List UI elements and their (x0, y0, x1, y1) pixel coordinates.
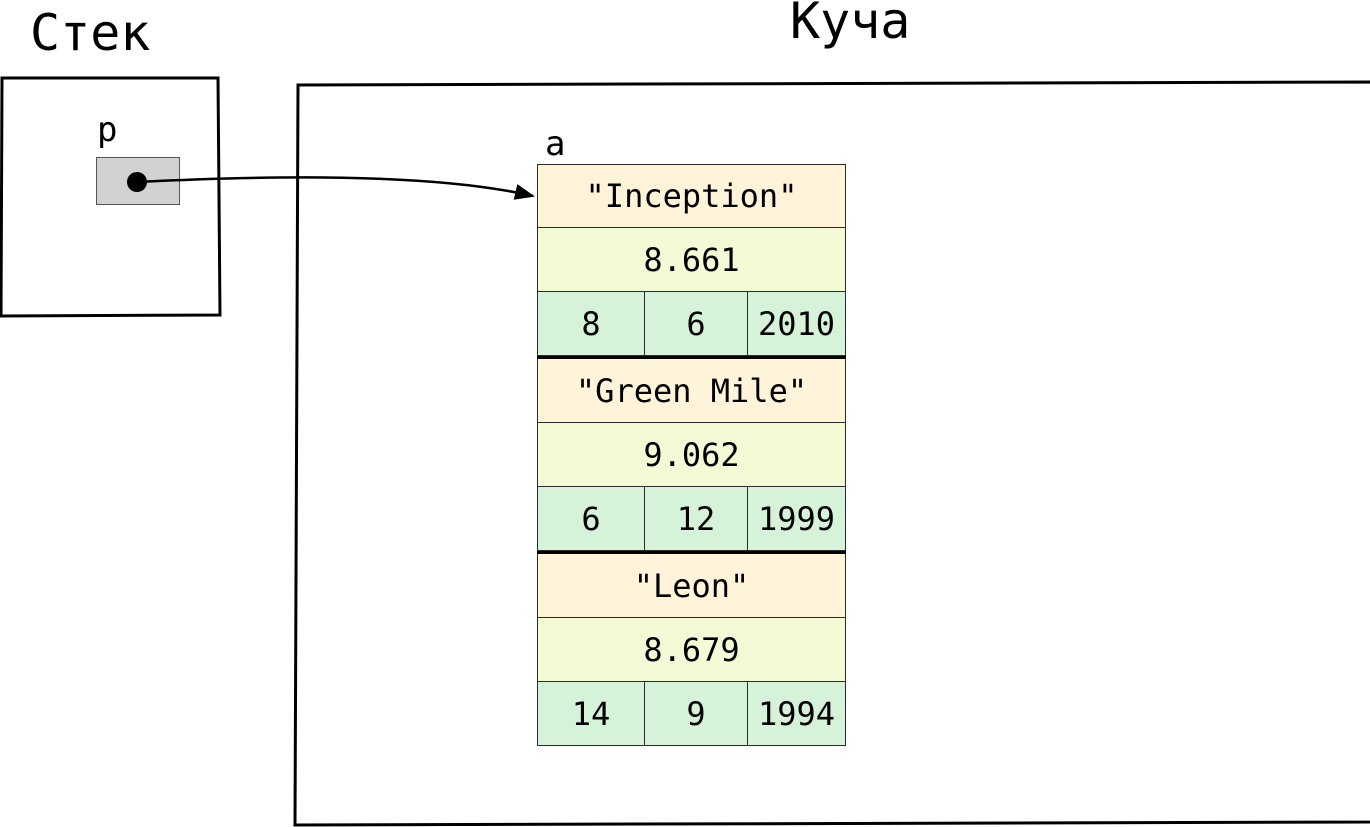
array-name-label: a (545, 124, 566, 164)
movie-rating-cell: 8.661 (537, 228, 846, 292)
date-day-cell: 14 (538, 682, 645, 745)
date-month-cell: 9 (645, 682, 748, 745)
movie-title-cell: "Leon" (537, 554, 846, 618)
movie-title-cell: "Inception" (537, 164, 846, 228)
date-month-cell: 12 (645, 487, 748, 550)
heap-frame (293, 80, 1370, 827)
date-year-cell: 2010 (757, 304, 836, 343)
date-day-cell: 6 (538, 487, 645, 550)
movie-date-row: 6 12 1999 (537, 487, 846, 551)
stack-frame (0, 76, 222, 318)
movie-title-cell: "Green Mile" (537, 359, 846, 423)
movie-array: "Inception" 8.661 8 6 2010 "Green Mile" … (537, 164, 846, 746)
movie-record: "Leon" 8.679 14 9 1994 (537, 554, 846, 746)
date-year-cell: 1994 (757, 694, 836, 733)
movie-rating-cell: 9.062 (537, 423, 846, 487)
movie-date-row: 8 6 2010 (537, 292, 846, 356)
movie-date-row: 14 9 1994 (537, 682, 846, 746)
movie-record: "Green Mile" 9.062 6 12 1999 (537, 359, 846, 554)
stack-title: Стек (30, 4, 151, 62)
movie-record: "Inception" 8.661 8 6 2010 (537, 164, 846, 359)
pointer-variable-label: p (97, 110, 118, 150)
movie-rating-cell: 8.679 (537, 618, 846, 682)
pointer-cell (96, 157, 180, 205)
date-year-cell: 1999 (757, 499, 836, 538)
heap-title: Куча (790, 0, 911, 50)
date-month-cell: 6 (645, 292, 748, 355)
date-day-cell: 8 (538, 292, 645, 355)
